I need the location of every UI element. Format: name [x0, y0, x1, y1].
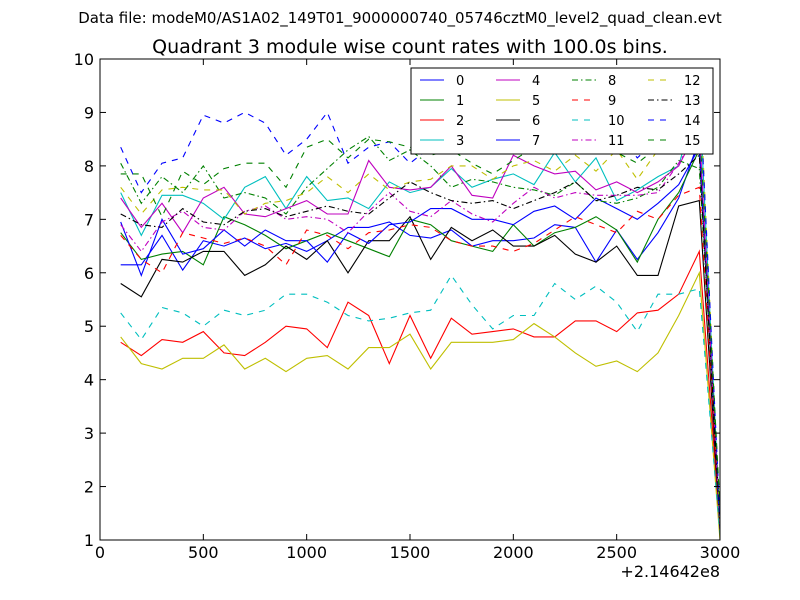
series-line-6: [120, 199, 720, 530]
legend-label-0: 0: [456, 74, 464, 89]
x-axis-offset-label: +2.14642e8: [620, 562, 720, 581]
legend-label-15: 15: [684, 134, 701, 149]
legend-label-7: 7: [532, 134, 540, 149]
series-line-1: [120, 149, 720, 525]
series-line-3: [120, 90, 720, 525]
y-tick-label: 10: [74, 50, 94, 69]
y-tick-label: 4: [84, 371, 94, 390]
series-line-13: [120, 154, 720, 525]
x-tick-label: 2000: [493, 543, 534, 562]
series-line-8: [120, 135, 720, 514]
chart-title: Quadrant 3 module wise count rates with …: [152, 36, 668, 58]
x-tick-label: 0: [95, 543, 105, 562]
y-tick-label: 9: [84, 103, 94, 122]
legend-label-3: 3: [456, 134, 464, 149]
legend-label-10: 10: [608, 114, 625, 129]
series-line-7: [120, 145, 720, 530]
x-tick-label: 1500: [390, 543, 431, 562]
legend-label-1: 1: [456, 94, 464, 109]
y-tick-label: 2: [84, 478, 94, 497]
legend-label-2: 2: [456, 114, 464, 129]
legend-label-4: 4: [532, 74, 540, 89]
x-tick-label: 500: [188, 543, 219, 562]
legend-label-12: 12: [684, 74, 701, 89]
x-tick-label: 1000: [286, 543, 327, 562]
legend-label-9: 9: [608, 94, 616, 109]
series-line-4: [120, 123, 720, 530]
series-line-2: [120, 249, 720, 530]
series-line-11: [120, 126, 720, 530]
x-tick-label: 2500: [596, 543, 637, 562]
x-tick-label: 3000: [700, 543, 741, 562]
legend-label-14: 14: [684, 114, 701, 129]
y-tick-label: 6: [84, 264, 94, 283]
series-line-5: [120, 270, 720, 540]
chart-subtitle: Data file: modeM0/AS1A02_149T01_90000007…: [78, 9, 722, 28]
legend-label-8: 8: [608, 74, 616, 89]
series-line-14: [120, 78, 720, 519]
y-tick-label: 3: [84, 424, 94, 443]
legend-label-11: 11: [608, 134, 625, 149]
series-line-0: [120, 139, 720, 530]
legend-label-13: 13: [684, 94, 701, 109]
series-line-10: [120, 274, 720, 535]
y-tick-label: 7: [84, 210, 94, 229]
legend-label-5: 5: [532, 94, 540, 109]
series-line-15: [120, 119, 720, 508]
legend-label-6: 6: [532, 114, 540, 129]
y-tick-label: 8: [84, 157, 94, 176]
y-tick-label: 5: [84, 317, 94, 336]
y-tick-label: 1: [84, 531, 94, 550]
